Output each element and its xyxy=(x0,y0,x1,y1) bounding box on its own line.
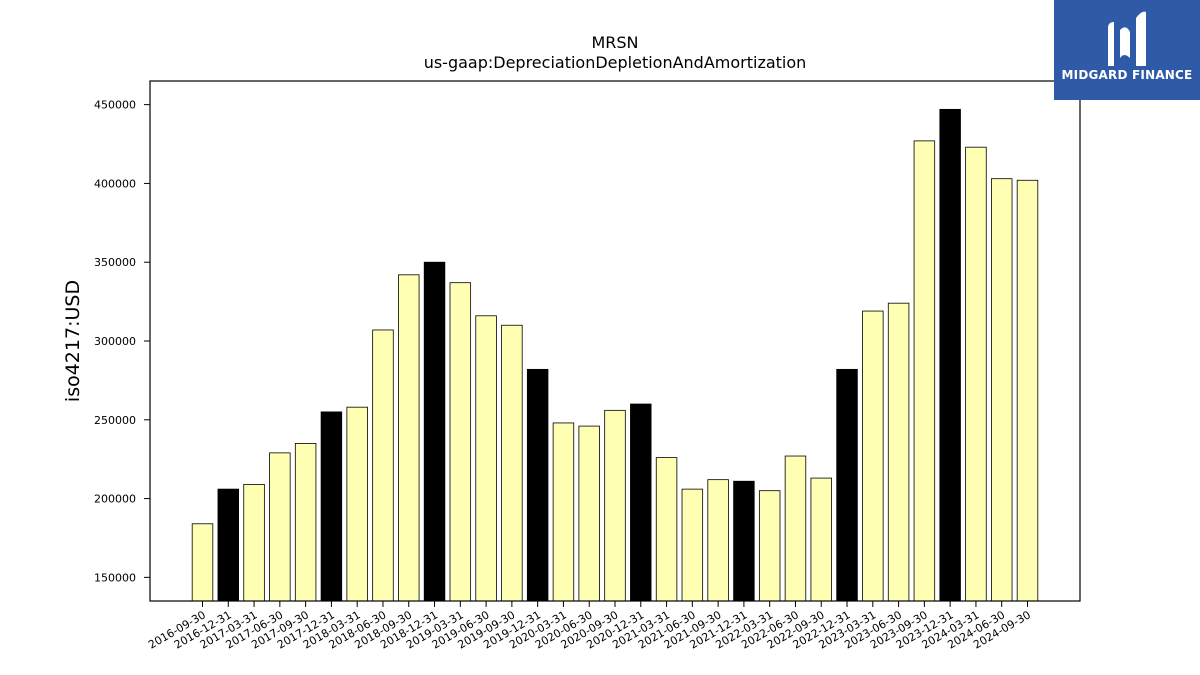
bar-2021-09-30 xyxy=(707,479,729,602)
y-axis-label: iso4217:USD xyxy=(62,280,84,402)
bar-2020-06-30 xyxy=(578,425,600,602)
chart-subtitle: us-gaap:DepreciationDepletionAndAmortiza… xyxy=(424,53,807,72)
bar-2018-12-31 xyxy=(423,261,446,602)
bar-2024-09-30 xyxy=(1016,179,1039,602)
bar-2022-06-30 xyxy=(784,455,807,602)
logo-text: MIDGARD FINANCE xyxy=(1061,68,1193,82)
bar-2024-06-30 xyxy=(991,178,1013,602)
y-tick-label: 400000 xyxy=(94,177,136,190)
y-axis-ticks: 150000 200000 250000 300000 350000 400000 4500… xyxy=(94,99,150,584)
bar-2018-06-30 xyxy=(372,329,394,602)
y-tick-label: 450000 xyxy=(94,99,136,112)
y-tick-label: 350000 xyxy=(94,256,136,269)
x-axis-ticks: 2016-09-302016-12-312017-03-312017-06-30… xyxy=(146,601,1033,652)
bar-2016-09-30 xyxy=(191,523,214,602)
midgard-logo-icon xyxy=(1108,11,1146,67)
bar-2020-09-30 xyxy=(604,409,626,602)
bar-2023-03-31 xyxy=(862,310,884,602)
bar-2019-09-30 xyxy=(501,324,523,602)
bar-2017-06-30 xyxy=(269,452,291,602)
bar-2019-12-31 xyxy=(526,368,549,602)
y-tick-label: 150000 xyxy=(94,571,136,584)
bar-2021-12-31 xyxy=(733,480,755,602)
bar-2018-09-30 xyxy=(398,274,420,602)
y-tick-label: 250000 xyxy=(94,414,136,427)
bar-2023-12-31 xyxy=(939,108,961,602)
bar-2019-06-30 xyxy=(475,315,497,602)
bar-2022-03-31 xyxy=(758,490,781,602)
bar-2020-03-31 xyxy=(552,422,575,602)
chart-title: MRSN xyxy=(591,33,638,52)
y-tick-label: 200000 xyxy=(94,493,136,506)
bar-2020-12-31 xyxy=(630,403,652,602)
bar-2021-03-31 xyxy=(655,457,678,602)
bar-2023-09-30 xyxy=(913,140,936,602)
bar-2016-12-31 xyxy=(217,488,239,602)
bar-2017-12-31 xyxy=(320,411,343,602)
bars xyxy=(191,108,1039,602)
bar-2023-06-30 xyxy=(887,302,910,602)
bar-2017-09-30 xyxy=(294,443,317,602)
bar-2022-09-30 xyxy=(810,477,832,602)
y-tick-label: 300000 xyxy=(94,335,136,348)
plot-frame xyxy=(149,80,1081,602)
midgard-finance-logo: MIDGARD FINANCE xyxy=(1054,0,1200,100)
bar-2022-12-31 xyxy=(836,368,858,602)
bar-2018-03-31 xyxy=(346,406,368,602)
bar-2021-06-30 xyxy=(681,488,704,602)
bar-2017-03-31 xyxy=(243,483,265,602)
bar-2019-03-31 xyxy=(449,282,472,602)
bar-2024-03-31 xyxy=(965,146,987,602)
